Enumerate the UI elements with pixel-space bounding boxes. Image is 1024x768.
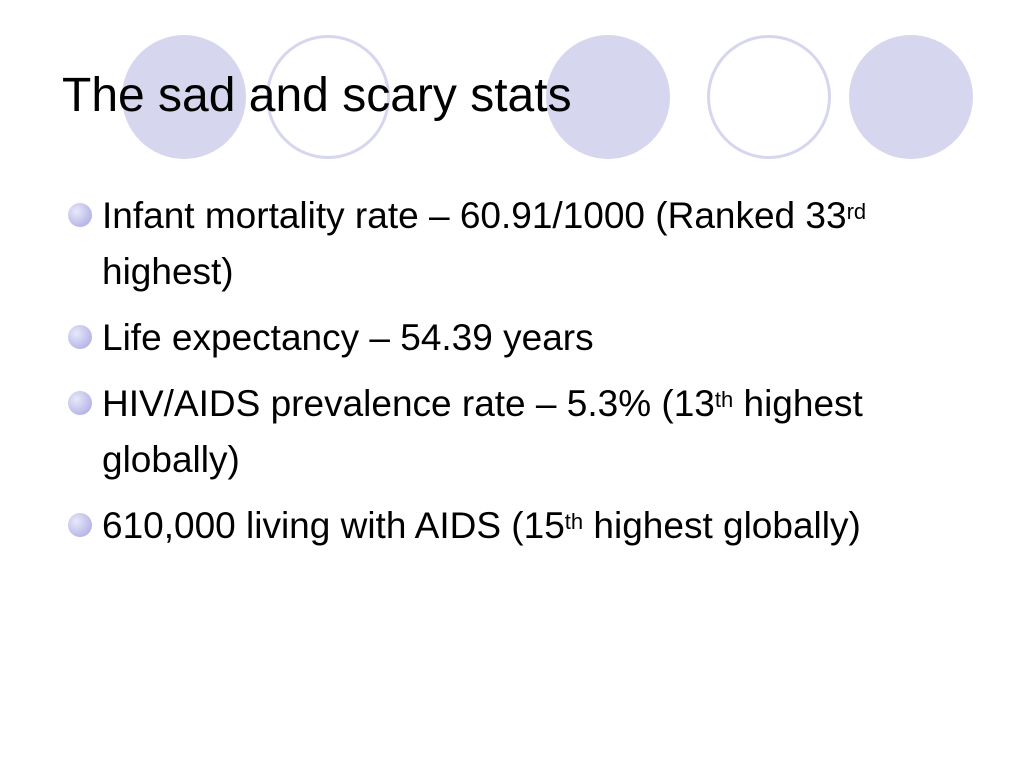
decorative-circle-5 [849, 35, 973, 159]
decorative-circle-2 [266, 35, 390, 159]
bullet-superscript: th [564, 509, 584, 534]
bullet-text-after: highest) [102, 251, 234, 292]
bullet-text-after: highest globally) [583, 505, 861, 546]
decorative-circle-3 [546, 35, 670, 159]
bullet-item-life-expectancy: Life expectancy – 54.39 years [68, 310, 968, 366]
bullet-dot-icon [68, 391, 92, 415]
bullet-text: Life expectancy – 54.39 years [102, 317, 594, 358]
bullet-text: HIV/AIDS prevalence rate – 5.3% (13 [102, 383, 715, 424]
bullet-superscript: rd [846, 199, 867, 224]
decorative-circle-1 [122, 35, 246, 159]
bullet-dot-icon [68, 513, 92, 537]
bullet-list: Infant mortality rate – 60.91/1000 (Rank… [68, 188, 968, 564]
bullet-dot-icon [68, 203, 92, 227]
bullet-item-living-with-aids: 610,000 living with AIDS (15th highest g… [68, 498, 968, 554]
bullet-text-after: highest globally) [102, 383, 863, 480]
decorative-circle-4 [707, 35, 831, 159]
bullet-item-hiv-prevalence: HIV/AIDS prevalence rate – 5.3% (13th hi… [68, 376, 968, 488]
slide-title: The sad and scary stats [62, 69, 572, 122]
bullet-item-infant-mortality: Infant mortality rate – 60.91/1000 (Rank… [68, 188, 968, 300]
bullet-dot-icon [68, 325, 92, 349]
bullet-text: 610,000 living with AIDS (15 [102, 505, 565, 546]
bullet-superscript: th [714, 387, 734, 412]
bullet-text: Infant mortality rate – 60.91/1000 (Rank… [102, 195, 847, 236]
